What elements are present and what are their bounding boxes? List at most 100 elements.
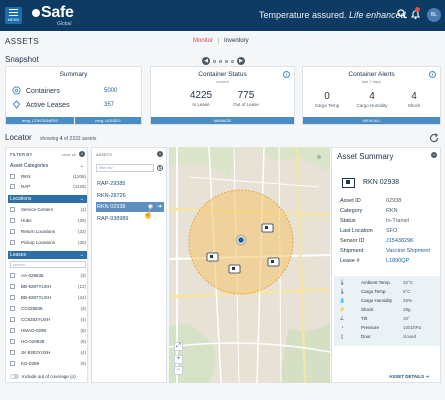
checkbox[interactable] bbox=[10, 339, 15, 344]
chevron-down-icon: ⌄ bbox=[79, 196, 84, 202]
filter-item[interactable]: Hubs (29) bbox=[10, 217, 86, 224]
asset-categories-section[interactable]: Asset Categories ⌄ bbox=[8, 162, 87, 170]
filter-item-count: (29) bbox=[77, 218, 86, 223]
checkbox[interactable] bbox=[10, 295, 15, 300]
asset-list-item[interactable]: RKN-28726 bbox=[97, 193, 126, 199]
sensor-label: Shock bbox=[361, 307, 374, 312]
clear-all-link[interactable]: clear all bbox=[62, 152, 76, 157]
asset-list-item[interactable]: RAP-29385 bbox=[97, 181, 126, 187]
checkbox[interactable] bbox=[10, 174, 15, 179]
coverage-toggle-count: (o) bbox=[70, 374, 76, 379]
filter-item[interactable]: RKN (1206) bbox=[10, 173, 86, 180]
map-canvas[interactable] bbox=[169, 147, 330, 383]
manage-leases-button[interactable]: mng. LEASES bbox=[75, 117, 141, 124]
close-icon[interactable]: × bbox=[79, 151, 85, 157]
checkbox[interactable] bbox=[10, 361, 15, 366]
fullscreen-button[interactable]: ⤢ bbox=[174, 342, 183, 351]
container-status-subtitle: current bbox=[216, 79, 229, 84]
eye-icon[interactable]: ◉ bbox=[147, 204, 153, 210]
filter-item[interactable]: JK-9283YUSH (4) bbox=[10, 349, 86, 356]
info-icon[interactable]: i bbox=[283, 71, 290, 78]
filter-item[interactable]: BB-9287YUSH (24) bbox=[10, 294, 86, 301]
checkbox[interactable] bbox=[10, 218, 15, 223]
map-view[interactable]: ⤢ + − bbox=[169, 147, 330, 383]
checkbox[interactable] bbox=[10, 350, 15, 355]
checkbox[interactable] bbox=[10, 240, 15, 245]
locator-title: Locator bbox=[5, 133, 32, 142]
asset-filter-input[interactable]: filter list bbox=[96, 164, 154, 172]
manage-containers-button[interactable]: mng. CONTAINERS bbox=[6, 117, 74, 124]
menu-button[interactable]: MENU bbox=[5, 7, 22, 24]
checkbox[interactable] bbox=[10, 207, 15, 212]
coverage-toggle[interactable] bbox=[10, 374, 19, 379]
filter-item[interactable]: HO-029838 (6) bbox=[10, 338, 86, 345]
detail-row: Category RKN bbox=[340, 207, 440, 216]
chevron-left-icon[interactable]: ◀ bbox=[202, 57, 210, 65]
container-marker-icon[interactable] bbox=[261, 223, 274, 233]
cargo-humidity-stat: 4 Cargo Humidity bbox=[350, 91, 394, 108]
manage-button[interactable]: MANAGE bbox=[151, 117, 294, 124]
filter-item[interactable]: Return Locations (33) bbox=[10, 228, 86, 235]
filter-item[interactable]: BB-9287YUSH (12) bbox=[10, 283, 86, 290]
sensor-id-link[interactable]: J1543829K bbox=[386, 238, 414, 244]
user-avatar[interactable]: BL bbox=[427, 8, 441, 22]
pager-dot[interactable] bbox=[219, 59, 222, 63]
filter-item[interactable]: Pickup Locations (30) bbox=[10, 239, 86, 246]
out-of-lease-value: 775 bbox=[237, 90, 255, 101]
shipment-link[interactable]: Vaccine Shipment bbox=[386, 248, 430, 254]
filter-item-count: (30) bbox=[77, 240, 86, 245]
lease-link[interactable]: L1890QP bbox=[386, 258, 410, 264]
filter-item[interactable]: AA-029838 (3) bbox=[10, 272, 86, 279]
sort-icon[interactable]: ⇅ bbox=[157, 165, 163, 171]
detail-row: Asset ID 02938 bbox=[340, 197, 440, 206]
refresh-icon[interactable] bbox=[429, 133, 439, 145]
checkbox[interactable] bbox=[10, 184, 15, 189]
close-icon[interactable]: × bbox=[157, 151, 163, 157]
zoom-in-button[interactable]: + bbox=[174, 355, 183, 364]
nav-monitor[interactable]: Monitor bbox=[193, 38, 214, 44]
checkbox[interactable] bbox=[10, 229, 15, 234]
sensor-row: ▯ Door closed bbox=[339, 333, 439, 342]
pager-dot[interactable] bbox=[225, 59, 228, 63]
close-icon[interactable]: × bbox=[431, 152, 437, 158]
pager-dot[interactable] bbox=[213, 59, 216, 63]
asset-details-link[interactable]: ASSET DETAILS ➔ bbox=[389, 374, 429, 380]
lease-search-input[interactable]: search bbox=[10, 261, 86, 268]
filter-item[interactable]: CC029838 (3) bbox=[10, 305, 86, 312]
filter-item[interactable]: RAP (1126) bbox=[10, 183, 86, 190]
filter-item[interactable]: KO-0299 (9) bbox=[10, 360, 86, 367]
leases-section[interactable]: Leases ⌄ bbox=[8, 251, 87, 259]
checkbox[interactable] bbox=[10, 328, 15, 333]
container-marker-icon[interactable] bbox=[267, 257, 280, 267]
checkbox[interactable] bbox=[10, 306, 15, 311]
info-icon[interactable]: i bbox=[429, 71, 436, 78]
asset-summary-title: Asset Summary bbox=[337, 152, 394, 161]
view-all-button[interactable]: VIEW ALL bbox=[303, 117, 440, 124]
company-logo[interactable]: Safe bbox=[32, 4, 74, 22]
thermometer-icon: 🌡 bbox=[339, 289, 346, 295]
container-marker-icon[interactable] bbox=[228, 264, 241, 274]
sensor-value: 32°C bbox=[403, 280, 414, 285]
filter-item-count: (4) bbox=[80, 350, 87, 355]
arrow-right-icon[interactable]: ➔ bbox=[156, 204, 162, 210]
asset-list-item[interactable]: RAP-938989 bbox=[97, 216, 129, 222]
filter-item-count: (3) bbox=[80, 273, 87, 278]
sensor-row: ⚡ Shock 18g bbox=[339, 306, 439, 315]
checkbox[interactable] bbox=[10, 317, 15, 322]
pager-dot[interactable] bbox=[231, 59, 234, 63]
sensor-row: 🌡 Ambient Temp. 32°C bbox=[339, 279, 439, 288]
locations-section[interactable]: Locations ⌄ bbox=[8, 195, 87, 203]
nav-inventory[interactable]: Inventory bbox=[224, 38, 249, 44]
current-location-icon[interactable] bbox=[237, 236, 245, 244]
filter-item[interactable]: Service Centers (1) bbox=[10, 206, 86, 213]
chevron-right-icon[interactable]: ▶ bbox=[237, 57, 245, 65]
sensor-row: ◔ Pressure 1001hPa bbox=[339, 324, 439, 333]
checkbox[interactable] bbox=[10, 273, 15, 278]
checkbox[interactable] bbox=[10, 284, 15, 289]
zoom-out-button[interactable]: − bbox=[174, 366, 183, 375]
filter-item[interactable]: CC9283YUSH (4) bbox=[10, 316, 86, 323]
asset-list-item-selected[interactable]: RKN 02938 ◉ ➔ bbox=[96, 202, 164, 212]
container-marker-icon[interactable] bbox=[206, 252, 219, 262]
search-icon[interactable] bbox=[396, 9, 407, 20]
filter-item[interactable]: HMAO-0299 (8) bbox=[10, 327, 86, 334]
